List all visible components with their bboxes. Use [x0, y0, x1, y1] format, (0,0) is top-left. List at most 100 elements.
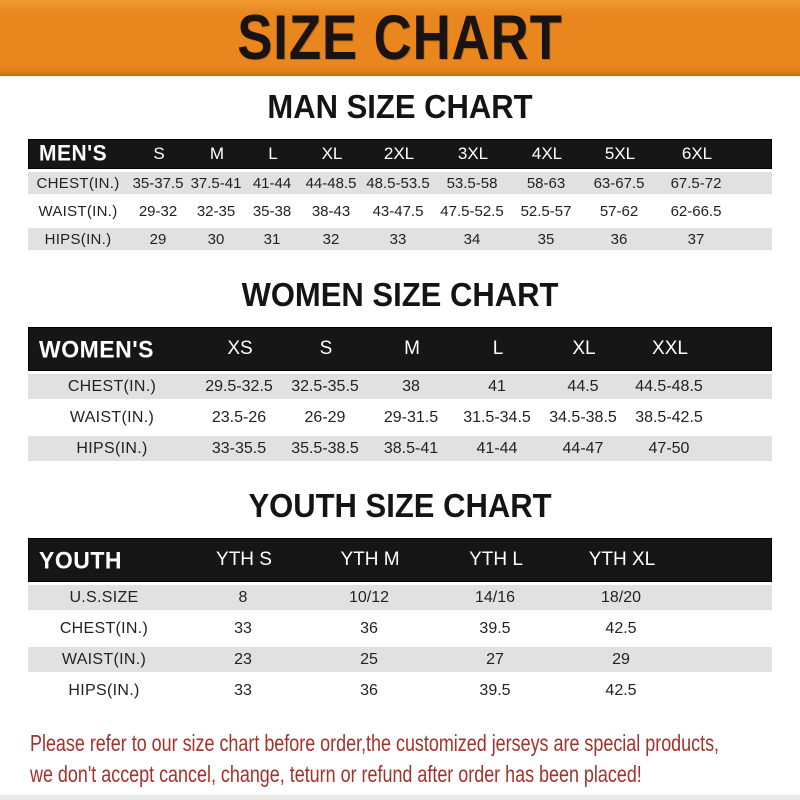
size-column-header: YTH XL	[588, 549, 656, 570]
size-value: 29	[149, 230, 167, 248]
size-column-header: XXL	[652, 338, 688, 359]
table-row: HIPS(IN.) 33 36 39.5 42.5	[28, 675, 772, 706]
size-column-header: L	[492, 338, 504, 359]
size-value: 27	[486, 650, 504, 668]
size-value: 38.5-41	[383, 439, 439, 457]
table-header-row: YOUTH YTH S YTH M YTH L YTH XL	[28, 538, 772, 582]
row-label: WAIST(IN.)	[61, 650, 147, 668]
size-value: 47.5-52.5	[440, 202, 504, 220]
size-value: 35-38	[252, 202, 292, 220]
size-value: 38	[402, 377, 420, 395]
size-value: 33	[389, 230, 407, 248]
size-value: 42.5	[605, 619, 637, 637]
group-label: MEN'S	[39, 141, 108, 166]
size-value: 31.5-34.5	[463, 408, 531, 426]
table-row: WAIST(IN.) 29-32 32-35 35-38 38-43 43-47.5 47.…	[28, 197, 772, 225]
youth-size-table: YOUTH YTH S YTH M YTH L YTH XL U.S.SIZE 8 10/12…	[28, 538, 772, 706]
section-title-youth: YOUTH SIZE CHART	[248, 486, 552, 525]
row-label: HIPS(IN.)	[44, 230, 112, 248]
size-section-men: MAN SIZE CHART MEN'S S M L XL 2XL 3XL 4XL 5XL 6XL C…	[0, 87, 800, 253]
row-label: WAIST(IN.)	[38, 202, 118, 220]
size-column-header: 3XL	[457, 144, 489, 163]
row-label: HIPS(IN.)	[68, 681, 140, 699]
bottom-edge-divider	[0, 795, 800, 800]
footer-note: Please refer to our size chart before or…	[30, 728, 800, 790]
size-column-header: M	[404, 338, 420, 359]
size-value: 37.5-41	[190, 174, 242, 192]
size-value: 42.5	[605, 681, 637, 699]
size-value: 23	[234, 650, 252, 668]
size-column-header: L	[268, 144, 278, 163]
size-value: 35.5-38.5	[291, 439, 359, 457]
table-row: CHEST(IN.) 29.5-32.5 32.5-35.5 38 41 44.5 44.5…	[28, 371, 772, 402]
section-title-men: MAN SIZE CHART	[267, 87, 533, 126]
size-value: 32.5-35.5	[291, 377, 359, 395]
group-label: YOUTH	[39, 545, 122, 574]
size-value: 41	[488, 377, 506, 395]
table-row: CHEST(IN.) 35-37.5 37.5-41 41-44 44-48.5 48.5…	[28, 169, 772, 197]
size-value: 62-66.5	[670, 202, 722, 220]
size-value: 47-50	[648, 439, 690, 457]
size-column-header: 5XL	[604, 144, 636, 163]
footer-line-2: we don't accept cancel, change, teturn o…	[30, 761, 642, 787]
row-label: U.S.SIZE	[69, 588, 139, 606]
size-value: 44.5	[567, 377, 599, 395]
size-value: 29	[612, 650, 630, 668]
footer-line-1: Please refer to our size chart before or…	[30, 730, 720, 756]
size-value: 34.5-38.5	[549, 408, 617, 426]
group-label: WOMEN'S	[39, 334, 155, 363]
size-value: 36	[360, 619, 378, 637]
size-value: 44-48.5	[305, 174, 357, 192]
size-value: 8	[238, 588, 248, 606]
banner: SIZE CHART	[0, 0, 800, 76]
size-value: 29.5-32.5	[205, 377, 273, 395]
size-value: 31	[263, 230, 281, 248]
size-value: 33-35.5	[211, 439, 267, 457]
size-column-header: M	[209, 144, 225, 163]
table-row: HIPS(IN.) 29 30 31 32 33 34 35 36 37	[28, 225, 772, 253]
men-size-table: MEN'S S M L XL 2XL 3XL 4XL 5XL 6XL CHEST(IN.) 35-37…	[28, 139, 772, 253]
size-value: 63-67.5	[593, 174, 645, 192]
page-title: SIZE CHART	[237, 1, 563, 73]
size-value: 41-44	[476, 439, 518, 457]
table-row: WAIST(IN.) 23 25 27 29	[28, 644, 772, 675]
size-value: 58-63	[526, 174, 566, 192]
size-column-header: 2XL	[383, 144, 415, 163]
size-value: 57-62	[599, 202, 639, 220]
size-value: 39.5	[479, 619, 511, 637]
section-title-women: WOMEN SIZE CHART	[241, 275, 559, 314]
size-value: 43-47.5	[372, 202, 424, 220]
size-value: 25	[360, 650, 378, 668]
size-value: 29-32	[138, 202, 178, 220]
size-value: 39.5	[479, 681, 511, 699]
size-column-header: XL	[572, 338, 596, 359]
size-value: 41-44	[252, 174, 292, 192]
size-value: 14/16	[474, 588, 516, 606]
size-value: 36	[610, 230, 628, 248]
size-value: 35-37.5	[132, 174, 184, 192]
size-section-youth: YOUTH SIZE CHART YOUTH YTH S YTH M YTH L YTH …	[0, 486, 800, 706]
size-value: 44.5-48.5	[635, 377, 703, 395]
row-label: WAIST(IN.)	[69, 408, 155, 426]
size-column-header: 6XL	[681, 144, 713, 163]
size-value: 38-43	[311, 202, 351, 220]
table-header-row: WOMEN'S XS S M L XL XXL	[28, 327, 772, 371]
table-row: CHEST(IN.) 33 36 39.5 42.5	[28, 613, 772, 644]
row-label: CHEST(IN.)	[67, 377, 157, 395]
size-column-header: XS	[227, 338, 253, 359]
row-label: CHEST(IN.)	[59, 619, 149, 637]
size-value: 30	[207, 230, 225, 248]
size-value: 26-29	[304, 408, 346, 426]
size-value: 34	[463, 230, 481, 248]
size-column-header: YTH M	[340, 549, 400, 570]
size-value: 23.5-26	[211, 408, 267, 426]
size-section-women: WOMEN SIZE CHART WOMEN'S XS S M L XL XXL CHEST(I…	[0, 275, 800, 464]
size-value: 44-47	[562, 439, 604, 457]
size-column-header: XL	[321, 144, 343, 163]
size-value: 32-35	[196, 202, 236, 220]
table-row: U.S.SIZE 8 10/12 14/16 18/20	[28, 582, 772, 613]
size-column-header: YTH L	[469, 549, 523, 570]
size-value: 35	[537, 230, 555, 248]
size-column-header: 4XL	[531, 144, 563, 163]
table-row: WAIST(IN.) 23.5-26 26-29 29-31.5 31.5-34.5 34…	[28, 402, 772, 433]
